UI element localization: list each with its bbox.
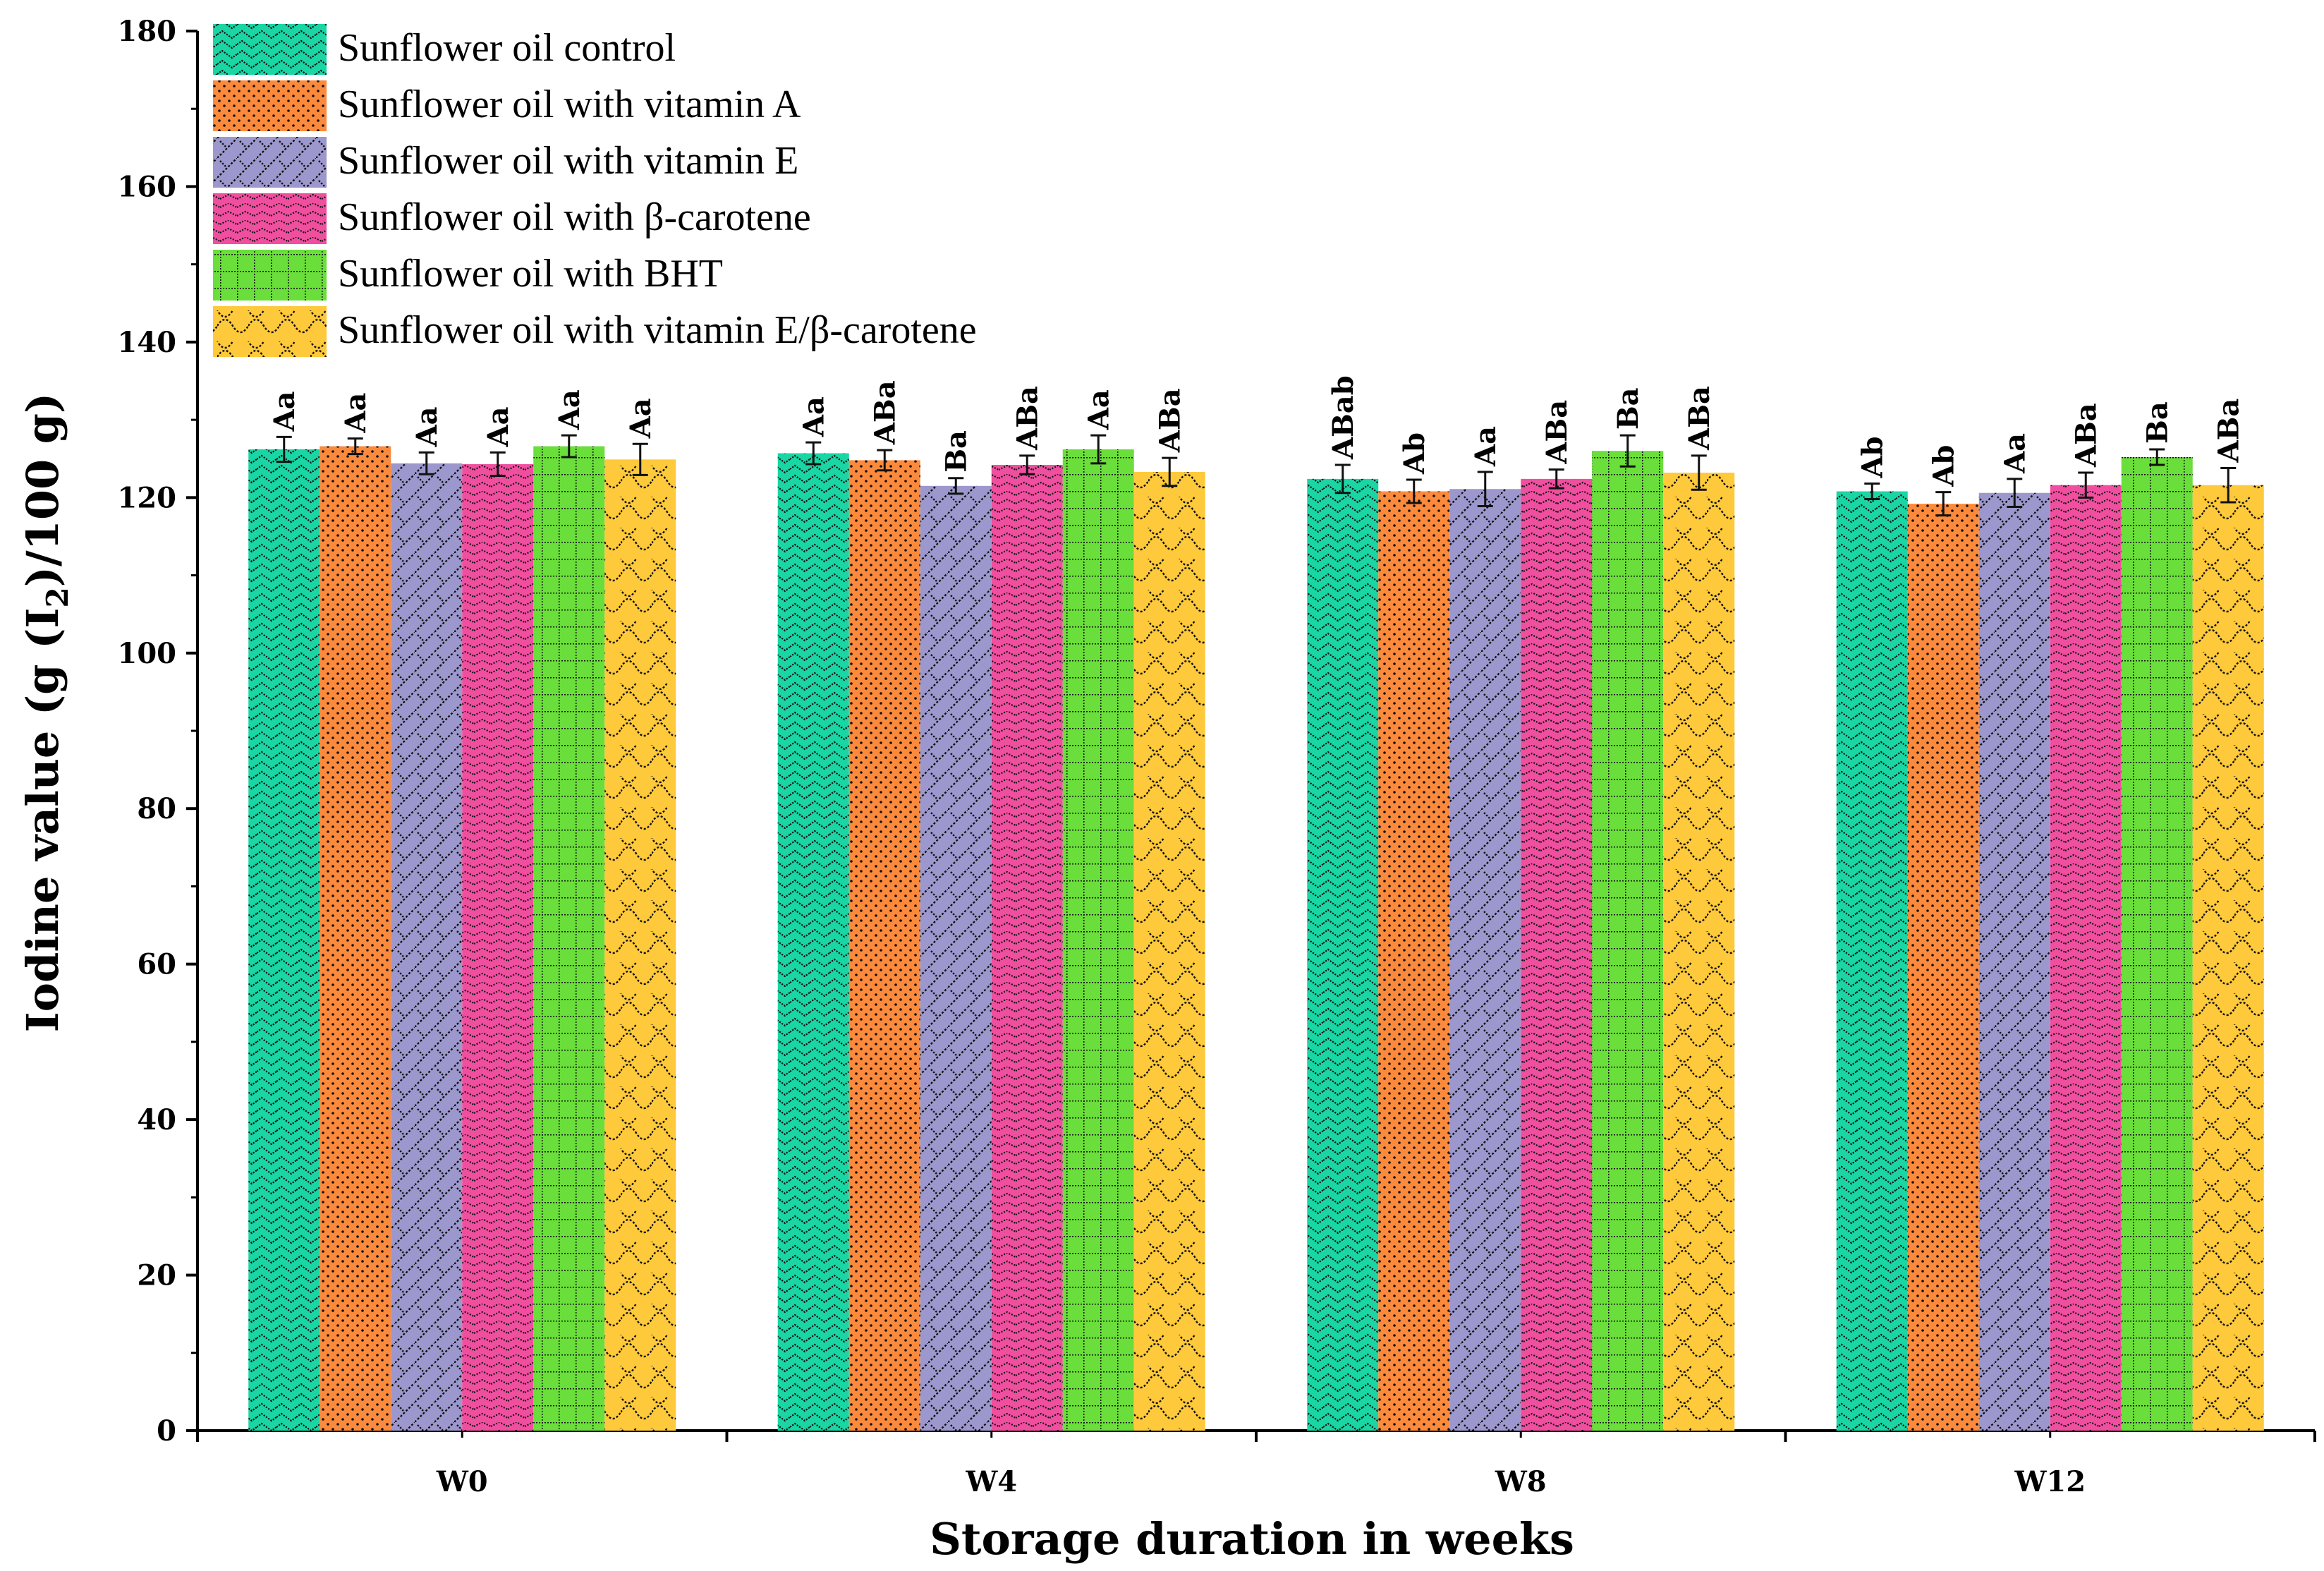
significance-label: Ab <box>1856 436 1889 478</box>
significance-label: Aa <box>553 389 586 430</box>
significance-label: ABa <box>1153 388 1186 453</box>
significance-label: Ba <box>1612 387 1645 430</box>
bar-pattern <box>848 460 920 1431</box>
legend-swatch-pattern <box>213 24 327 75</box>
legend-label: Sunflower oil control <box>338 26 676 70</box>
bar-pattern <box>1449 489 1521 1431</box>
x-tick-label: W8 <box>1495 1465 1547 1498</box>
significance-label: ABa <box>1540 400 1574 465</box>
y-tick-label: 120 <box>118 481 177 514</box>
legend-swatch-pattern <box>213 306 327 357</box>
y-tick-label: 60 <box>137 948 176 981</box>
y-axis-title-subscript: 2 <box>40 587 75 607</box>
legend-label: Sunflower oil with β-carotene <box>338 195 811 239</box>
bar-pattern <box>1521 478 1593 1431</box>
significance-label: Aa <box>410 406 444 447</box>
bar-pattern <box>1307 478 1379 1431</box>
bar-pattern <box>777 453 849 1431</box>
significance-labels: Aa Aa Aa Aa Aa Aa Aa ABa Ba ABa Aa ABa ABab Ab Aa ABa Ba… <box>268 375 2246 487</box>
x-tick-label: W0 <box>436 1465 488 1498</box>
x-ticks: W0 W4 W8 W12 <box>196 1431 2316 1498</box>
legend-label: Sunflower oil with BHT <box>338 252 723 296</box>
y-tick-label: 40 <box>137 1103 176 1136</box>
significance-label: Ab <box>1398 432 1431 475</box>
bar-pattern <box>1133 471 1205 1431</box>
bars <box>248 446 2264 1431</box>
legend-label: Sunflower oil with vitamin E <box>338 139 798 183</box>
significance-label: ABa <box>868 380 901 445</box>
bar-pattern <box>920 485 992 1431</box>
bar-pattern <box>462 463 534 1431</box>
x-tick-label: W12 <box>2014 1465 2086 1498</box>
significance-label: Aa <box>797 396 830 437</box>
bar-pattern <box>991 465 1063 1431</box>
bar-pattern <box>1663 473 1735 1431</box>
bar-pattern <box>533 446 605 1431</box>
significance-label: ABa <box>2212 399 2245 463</box>
y-tick-label: 80 <box>137 792 176 825</box>
bar-pattern <box>1978 492 2050 1431</box>
bar-pattern <box>1836 491 1908 1431</box>
y-tick-label: 180 <box>118 15 177 48</box>
legend: Sunflower oil control Sunflower oil with … <box>213 24 977 357</box>
significance-label: Aa <box>268 391 301 432</box>
error-bars <box>276 434 2237 517</box>
bar-pattern <box>391 463 463 1431</box>
legend-label: Sunflower oil with vitamin E/β-carotene <box>338 308 977 352</box>
significance-label: Aa <box>482 406 515 447</box>
legend-swatch-pattern <box>213 250 327 301</box>
significance-label: Aa <box>1469 426 1502 467</box>
significance-label: Aa <box>1082 389 1115 430</box>
significance-label: Ba <box>2141 401 2174 444</box>
significance-label: Aa <box>339 393 372 434</box>
significance-label: Aa <box>1998 433 2031 474</box>
bar-pattern <box>1062 449 1134 1431</box>
y-tick-label: 20 <box>137 1259 176 1292</box>
y-axis-title-part1: Iodine value (g (I <box>17 608 68 1033</box>
bar-pattern <box>2050 485 2122 1431</box>
legend-swatch-pattern <box>213 80 327 131</box>
significance-label: Aa <box>624 398 657 439</box>
significance-label: ABab <box>1327 375 1360 460</box>
significance-label: ABa <box>1683 386 1716 451</box>
significance-label: ABa <box>1011 386 1044 451</box>
y-ticks: 0 20 40 60 80 100 120 140 160 180 <box>118 15 197 1448</box>
x-tick-label: W4 <box>965 1465 1017 1498</box>
y-tick-label: 140 <box>118 326 177 359</box>
bar-pattern <box>1907 504 1979 1431</box>
bar-pattern <box>320 446 391 1431</box>
y-tick-label: 100 <box>118 637 177 670</box>
y-tick-label: 160 <box>118 170 177 203</box>
legend-label: Sunflower oil with vitamin A <box>338 83 801 126</box>
y-axis-title: Iodine value (g (I2)/100 g) <box>17 393 75 1033</box>
bar-pattern <box>2192 485 2264 1431</box>
y-tick-label: 0 <box>157 1414 176 1448</box>
bar-pattern <box>1378 491 1450 1431</box>
legend-swatch-pattern <box>213 193 327 244</box>
y-axis-title-part2: )/100 g) <box>17 393 68 588</box>
bar-pattern <box>604 459 676 1431</box>
bar-pattern <box>248 449 320 1431</box>
significance-label: Ba <box>939 430 973 473</box>
bar-pattern <box>1592 451 1664 1431</box>
bar-pattern <box>2121 457 2193 1431</box>
legend-swatch-pattern <box>213 137 327 188</box>
significance-label: ABa <box>2069 403 2103 468</box>
x-axis-title: Storage duration in weeks <box>930 1513 1574 1565</box>
significance-label: Ab <box>1927 445 1960 487</box>
